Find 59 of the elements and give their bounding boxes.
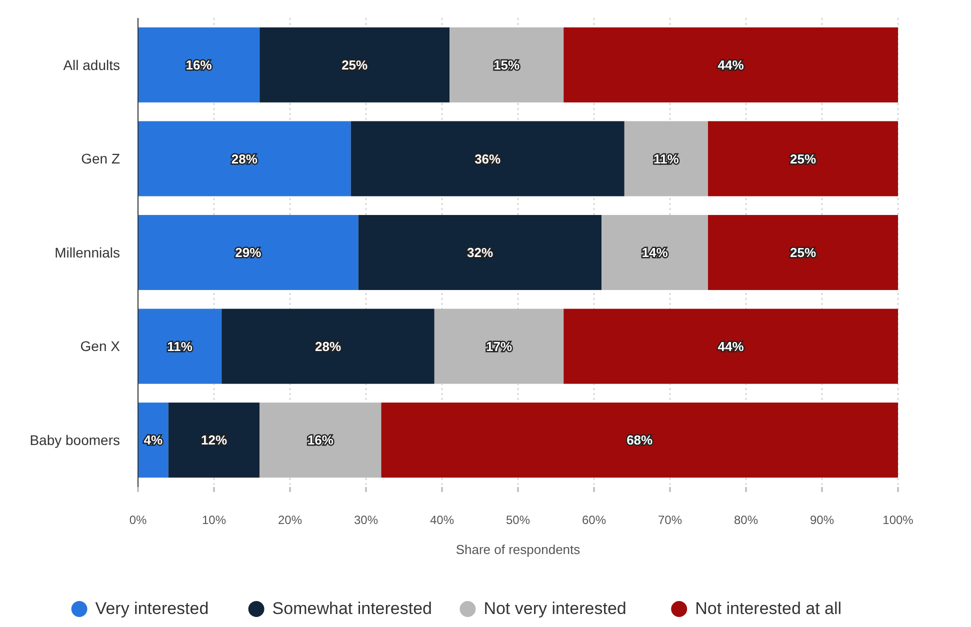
bar <box>564 308 898 384</box>
legend-label: Somewhat interested <box>272 599 432 618</box>
data-label: 25% <box>790 151 816 166</box>
data-label: 11% <box>167 338 193 354</box>
bar <box>624 121 708 196</box>
x-tick-label: 40% <box>430 513 454 527</box>
data-label: 12% <box>200 432 228 448</box>
data-label: 68% <box>626 432 654 448</box>
bar <box>381 402 898 478</box>
y-tick-label: Gen X <box>80 338 121 354</box>
x-tick-label: 50% <box>506 513 530 527</box>
bar <box>168 402 260 478</box>
bar <box>564 27 898 102</box>
bar <box>602 214 708 290</box>
data-label: 14% <box>642 245 668 260</box>
bar <box>260 27 450 102</box>
bar <box>350 121 624 196</box>
data-label: 28% <box>231 151 258 166</box>
y-tick-label: Gen Z <box>81 150 120 167</box>
data-label: 4% <box>144 432 164 448</box>
x-tick-label: 90% <box>810 513 834 527</box>
legend-label: Not very interested <box>484 599 626 618</box>
data-label: 25% <box>342 57 368 72</box>
y-tick-label: Millennials <box>54 244 120 260</box>
data-label: 15% <box>494 57 520 72</box>
data-label: 44% <box>718 338 744 354</box>
bar <box>222 308 434 384</box>
x-tick-label: 20% <box>278 513 302 527</box>
bar <box>708 214 898 290</box>
x-tick-label: 10% <box>202 513 226 527</box>
data-label: 32% <box>466 245 494 260</box>
legend-label: Very interested <box>95 599 209 618</box>
x-tick-label: 0% <box>129 513 147 527</box>
data-label: 36% <box>474 151 502 166</box>
bar <box>434 308 564 384</box>
bar <box>708 121 898 196</box>
data-label: 44% <box>718 57 744 72</box>
y-tick-label: All adults <box>63 56 120 73</box>
bar <box>260 402 382 478</box>
bar <box>138 214 358 290</box>
data-label: 29% <box>235 245 262 260</box>
y-tick-label: Baby boomers <box>30 432 120 448</box>
bar <box>138 308 222 384</box>
x-tick-label: 60% <box>582 513 606 527</box>
data-label: 28% <box>314 338 342 354</box>
data-label: 16% <box>307 432 334 448</box>
bar <box>138 121 351 196</box>
data-label: 16% <box>186 57 212 72</box>
data-label: 25% <box>790 245 816 260</box>
x-tick-label: 70% <box>658 513 682 527</box>
x-tick-label: 100% <box>882 513 914 527</box>
x-tick-label: 30% <box>354 513 378 527</box>
x-tick-label: 80% <box>734 513 758 527</box>
bar <box>138 27 260 102</box>
data-label: 11% <box>654 151 680 166</box>
bar <box>450 27 564 102</box>
legend-label: Not interested at all <box>695 599 842 618</box>
bar <box>358 214 602 290</box>
x-axis-title: Share of respondents <box>456 542 581 557</box>
